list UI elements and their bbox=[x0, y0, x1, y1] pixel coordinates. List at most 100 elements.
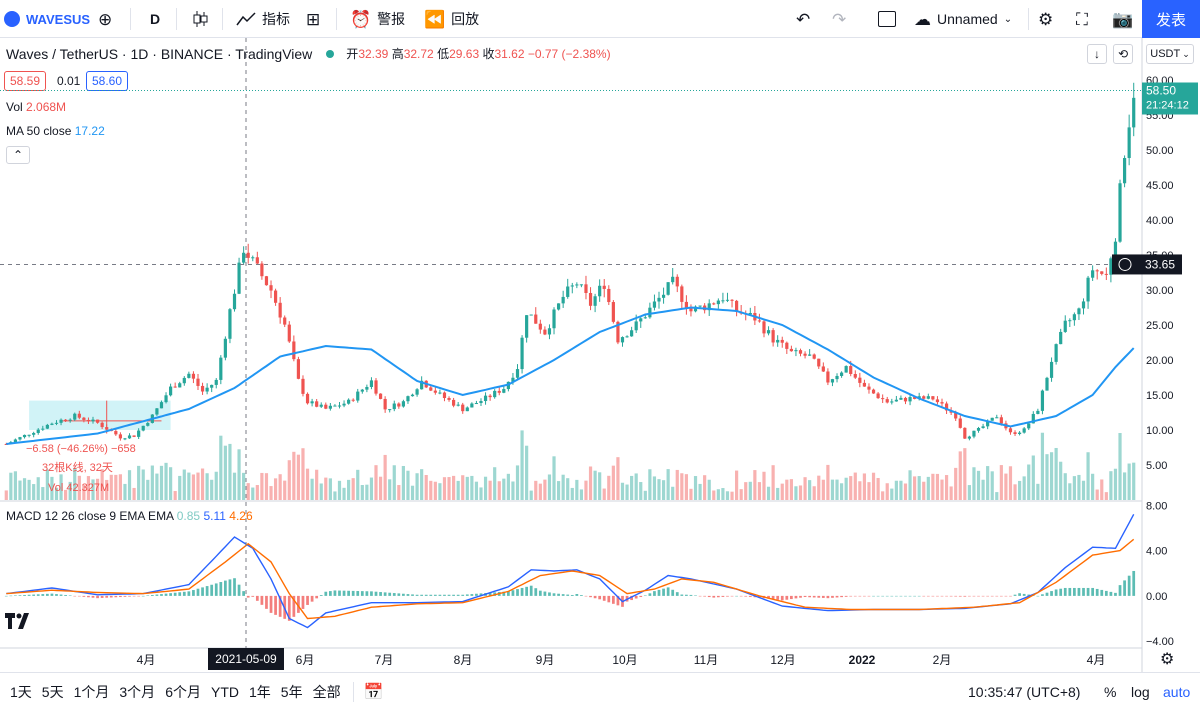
undo-button[interactable]: ↶ bbox=[796, 0, 810, 38]
candle-body bbox=[155, 408, 159, 415]
range-button-0[interactable]: 1天 bbox=[10, 683, 32, 700]
candle-body bbox=[182, 377, 186, 384]
compare-button[interactable]: ⊕ bbox=[98, 0, 112, 38]
reset-chart-button[interactable]: ⟲ bbox=[1113, 44, 1133, 64]
volume-bar bbox=[365, 484, 369, 500]
candle-body bbox=[698, 305, 702, 307]
macd-histogram-bar bbox=[1022, 593, 1026, 596]
indicators-button[interactable]: 指标 bbox=[236, 0, 290, 38]
volume-bar bbox=[839, 483, 844, 500]
volume-bar bbox=[1018, 480, 1022, 500]
replay-button[interactable]: ⏪ 回放 bbox=[424, 0, 479, 38]
macd-histogram-bar bbox=[885, 595, 889, 597]
macd-histogram-bar bbox=[598, 595, 602, 600]
fullscreen-layout-button[interactable] bbox=[878, 0, 896, 38]
candle-body bbox=[378, 393, 383, 399]
candle-body bbox=[881, 398, 885, 400]
macd-histogram-bar bbox=[14, 595, 17, 596]
price-tick-label: 20.00 bbox=[1146, 355, 1174, 367]
volume-bar bbox=[1059, 461, 1063, 500]
currency-select[interactable]: USDT ⌄ bbox=[1146, 44, 1194, 64]
scroll-to-latest-button[interactable]: ↓ bbox=[1087, 44, 1107, 64]
settings-button[interactable]: ⚙ bbox=[1038, 0, 1053, 38]
candle-body bbox=[1036, 410, 1040, 414]
volume-bar bbox=[748, 481, 752, 500]
candle-body bbox=[894, 399, 898, 402]
volume-bar bbox=[182, 469, 186, 500]
candle-body bbox=[657, 297, 661, 302]
add-alert-icon[interactable] bbox=[1118, 257, 1132, 271]
range-button-1[interactable]: 5天 bbox=[41, 683, 64, 700]
range-button-8[interactable]: 全部 bbox=[312, 683, 341, 700]
sell-price-button[interactable]: 58.59 bbox=[4, 71, 47, 91]
price-chart[interactable]: −6.58 (−46.26%) −658 32根K线, 32天 Vol 42.327… bbox=[0, 0, 1200, 672]
date-range-button[interactable]: 📅 bbox=[364, 682, 384, 702]
candle-body bbox=[725, 299, 730, 301]
collapse-legend-button[interactable]: ⌃ bbox=[6, 146, 30, 164]
candle-body bbox=[369, 380, 374, 387]
fullscreen-button[interactable]: ⛶ bbox=[1076, 0, 1088, 38]
candle-body bbox=[360, 389, 364, 392]
price-tick-label: 40.00 bbox=[1146, 215, 1174, 227]
candle-body bbox=[164, 395, 168, 403]
range-button-4[interactable]: 6个月 bbox=[165, 683, 201, 700]
range-button-5[interactable]: YTD bbox=[210, 683, 239, 700]
volume-bar bbox=[739, 489, 743, 500]
candle-body bbox=[219, 357, 223, 380]
volume-bar bbox=[735, 470, 739, 500]
volume-bar bbox=[931, 473, 935, 500]
auto-toggle[interactable]: auto bbox=[1163, 683, 1191, 700]
expand-icon: ⛶ bbox=[1076, 9, 1088, 29]
macd-histogram-bar bbox=[634, 595, 638, 599]
chart-settings-icon[interactable]: ⚙ bbox=[1160, 649, 1174, 668]
templates-button[interactable]: ⊞ bbox=[306, 0, 320, 38]
candle-body bbox=[324, 404, 328, 409]
candle-body bbox=[13, 439, 18, 443]
macd-histogram-bar bbox=[821, 595, 825, 598]
clock[interactable]: 10:35:47 (UTC+8) bbox=[968, 683, 1081, 700]
candle-body bbox=[479, 401, 483, 404]
snapshot-button[interactable]: 📷 bbox=[1112, 0, 1133, 38]
volume-bar bbox=[543, 479, 547, 500]
volume-bar bbox=[324, 477, 328, 500]
volume-bar bbox=[762, 471, 766, 500]
macd-histogram-bar bbox=[173, 592, 177, 596]
macd-histogram-bar bbox=[904, 595, 907, 597]
candle-body bbox=[45, 424, 49, 429]
macd-histogram-bar bbox=[1114, 592, 1117, 596]
alert-button[interactable]: ⏰ 警报 bbox=[350, 0, 405, 38]
range-button-6[interactable]: 1年 bbox=[248, 683, 271, 700]
candle-body bbox=[785, 342, 789, 349]
macd-histogram-bar bbox=[310, 595, 314, 602]
candle-body bbox=[876, 393, 880, 399]
interval-button[interactable]: D bbox=[150, 11, 161, 27]
candle-body bbox=[1022, 428, 1026, 433]
layout-name-button[interactable]: ☁ Unnamed ⌄ bbox=[914, 0, 1012, 38]
volume-bar bbox=[301, 448, 305, 500]
macd-histogram-bar bbox=[926, 595, 930, 597]
redo-button[interactable]: ↷ bbox=[832, 0, 846, 38]
volume-bar bbox=[150, 465, 154, 500]
macd-histogram-bar bbox=[561, 594, 565, 596]
candle-body bbox=[232, 293, 237, 310]
candle-body bbox=[442, 392, 447, 399]
buy-price-button[interactable]: 58.60 bbox=[86, 71, 129, 91]
macd-histogram-bar bbox=[411, 594, 414, 596]
range-button-3[interactable]: 3个月 bbox=[119, 683, 156, 700]
candle-body bbox=[210, 384, 214, 388]
publish-button[interactable]: 发表 bbox=[1142, 0, 1200, 38]
volume-bar bbox=[36, 477, 40, 500]
symbol-search-button[interactable]: WAVESUS bbox=[4, 0, 90, 38]
candle-body bbox=[410, 394, 415, 397]
last-price: 58.50 bbox=[1146, 84, 1176, 98]
macd-histogram-bar bbox=[242, 591, 246, 596]
macd-histogram-bar bbox=[611, 595, 615, 604]
percent-toggle[interactable]: % bbox=[1104, 683, 1117, 700]
macd-histogram-bar bbox=[205, 586, 209, 596]
range-button-2[interactable]: 1个月 bbox=[73, 683, 110, 700]
candle-body bbox=[54, 422, 59, 424]
log-toggle[interactable]: log bbox=[1131, 683, 1150, 700]
chart-type-button[interactable] bbox=[192, 0, 208, 38]
macd-histogram-bar bbox=[570, 594, 574, 596]
range-button-7[interactable]: 5年 bbox=[280, 683, 303, 700]
